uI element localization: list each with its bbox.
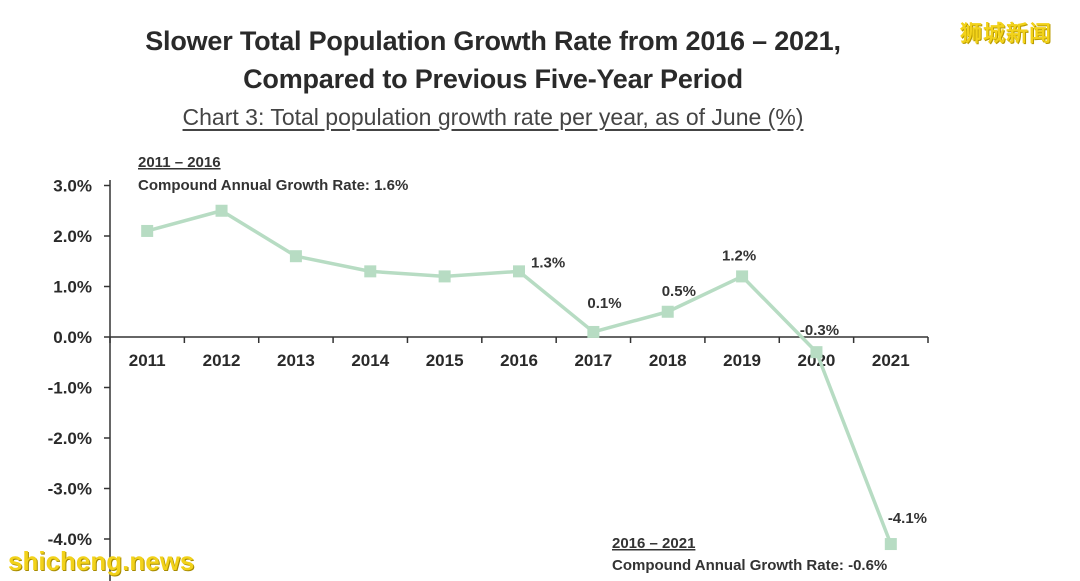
data-point-marker: [364, 265, 377, 278]
data-label: -4.1%: [888, 510, 927, 527]
y-tick-label: 1.0%: [53, 278, 92, 297]
data-point-marker: [587, 325, 600, 338]
y-tick-label: 0.0%: [53, 328, 92, 347]
x-tick-label: 2011: [129, 351, 166, 370]
y-tick-label: 3.0%: [53, 177, 92, 196]
chart-subtitle-text: Chart 3: Total population growth rate pe…: [182, 104, 804, 130]
data-point-marker: [661, 305, 674, 318]
x-tick-label: 2019: [723, 351, 761, 370]
chart-labels: 1.3% 0.1% 0.5% 1.2% -0.3% -4.1% 2011 – 2016 Com…: [138, 154, 927, 574]
x-tick-label: 2017: [574, 351, 612, 370]
data-point-marker: [884, 538, 897, 551]
chart-title-line2: Compared to Previous Five-Year Period: [243, 64, 743, 94]
x-tick-label: 2012: [203, 351, 241, 370]
data-point-marker: [810, 346, 823, 359]
x-tick-label: 2014: [351, 351, 389, 370]
y-tick-label: -3.0%: [48, 480, 92, 499]
annotation-period: 2016 – 2021: [612, 535, 695, 552]
data-point-marker: [215, 204, 228, 217]
watermark-top-right: 狮城新闻: [960, 21, 1053, 46]
x-tick-label: 2015: [426, 351, 464, 370]
annotation-cagr: Compound Annual Growth Rate: 1.6%: [138, 177, 408, 194]
x-tick-label: 2021: [872, 351, 910, 370]
annotation-period: 2011 – 2016: [138, 154, 221, 171]
chart-axes: 3.0% 2.0% 1.0% 0.0% -1.0% -2.0% -3.0% -4.0% 2011…: [48, 177, 929, 581]
chart-subtitle: Chart 3: Total population growth rate pe…: [0, 104, 986, 131]
data-label: 0.1%: [587, 295, 621, 312]
chart-title: Slower Total Population Growth Rate from…: [145, 26, 841, 56]
data-point-marker: [141, 224, 154, 237]
data-label: -0.3%: [800, 322, 839, 339]
data-label: 0.5%: [662, 283, 696, 300]
y-tick-label: -1.0%: [48, 379, 92, 398]
data-label: 1.2%: [722, 247, 756, 264]
watermark-bottom-left: shicheng.news: [8, 546, 195, 576]
y-tick-label: 2.0%: [53, 227, 92, 246]
y-tick-label: -4.0%: [48, 530, 92, 549]
x-tick-label: 2016: [500, 351, 538, 370]
series-polyline: [146, 209, 893, 545]
data-point-marker: [289, 250, 302, 263]
data-point-marker: [736, 270, 749, 283]
data-point-marker: [438, 270, 451, 283]
series-line: [141, 204, 897, 551]
data-label: 1.3%: [531, 254, 565, 271]
annotation-cagr: Compound Annual Growth Rate: -0.6%: [612, 557, 887, 574]
x-tick-label: 2013: [277, 351, 315, 370]
y-tick-label: -2.0%: [48, 429, 92, 448]
x-tick-label: 2020: [798, 351, 836, 370]
x-tick-label: 2018: [649, 351, 687, 370]
data-point-marker: [513, 265, 525, 278]
